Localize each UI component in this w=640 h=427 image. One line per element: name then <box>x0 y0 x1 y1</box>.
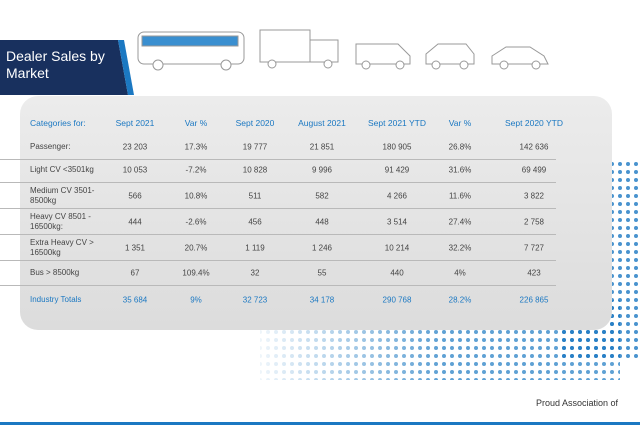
row-cell: 1 119 <box>245 243 265 253</box>
row-cell: 9 996 <box>311 165 333 175</box>
row-separator <box>0 234 556 235</box>
row-cell: 180 905 <box>382 142 412 152</box>
column-header-cell: Var % <box>448 118 472 128</box>
row-separator <box>0 182 556 183</box>
totals-cell: 9% <box>190 295 202 305</box>
column-header-label: Categories for: <box>30 118 86 128</box>
row-separator <box>0 285 556 286</box>
row-cell: 10 828 <box>242 165 268 175</box>
row-separator <box>0 208 556 209</box>
row-cell: -2.6% <box>185 217 207 227</box>
row-cell: 32.2% <box>448 243 472 253</box>
row-cell: 67 <box>130 268 140 278</box>
row-cell: 10 053 <box>122 165 148 175</box>
row-cell: 566 <box>128 191 142 201</box>
row-cell: -7.2% <box>185 165 207 175</box>
row-label: Passenger: <box>30 142 71 151</box>
row-cell: 142 636 <box>519 142 549 152</box>
row-cell: 23 203 <box>122 142 148 152</box>
column-header-cell: Sept 2021 YTD <box>368 118 426 128</box>
row-label: Extra Heavy CV > 16500kg <box>30 238 94 257</box>
row-cell: 582 <box>315 191 329 201</box>
row-cell: 26.8% <box>448 142 472 152</box>
row-cell: 444 <box>128 217 142 227</box>
row-cell: 11.6% <box>448 191 472 201</box>
row-cell: 4 266 <box>386 191 408 201</box>
totals-cell: 226 865 <box>519 295 549 305</box>
column-header-cell: Sept 2020 YTD <box>505 118 563 128</box>
row-cell: 1 246 <box>311 243 333 253</box>
row-cell: 10 214 <box>384 243 410 253</box>
row-cell: 7 727 <box>523 243 545 253</box>
totals-cell: 34 178 <box>309 295 335 305</box>
row-cell: 31.6% <box>448 165 472 175</box>
row-label: Bus > 8500kg <box>30 268 80 277</box>
row-separator <box>0 159 556 160</box>
row-label: Medium CV 3501-8500kg <box>30 186 95 205</box>
row-cell: 109.4% <box>182 268 210 278</box>
row-cell: 448 <box>315 217 329 227</box>
row-cell: 20.7% <box>184 243 208 253</box>
column-header-cell: Var % <box>184 118 208 128</box>
row-cell: 511 <box>248 191 262 201</box>
column-header-cell: Sept 2020 <box>235 118 275 128</box>
row-cell: 91 429 <box>384 165 410 175</box>
row-cell: 3 514 <box>386 217 408 227</box>
row-cell: 423 <box>527 268 541 278</box>
row-cell: 69 499 <box>521 165 547 175</box>
row-cell: 2 758 <box>523 217 545 227</box>
row-cell: 55 <box>317 268 327 278</box>
row-label: Light CV <3501kg <box>30 165 94 174</box>
row-cell: 17.3% <box>184 142 208 152</box>
column-header-cell: August 2021 <box>298 118 346 128</box>
totals-cell: 35 684 <box>122 295 148 305</box>
row-cell: 456 <box>248 217 262 227</box>
row-cell: 1 351 <box>124 243 146 253</box>
footer-text: Proud Association of <box>535 398 618 408</box>
row-cell: 32 <box>250 268 260 278</box>
row-label: Heavy CV 8501 - 16500kg: <box>30 212 91 231</box>
title: Dealer Sales by Market <box>6 48 105 81</box>
row-cell: 10.8% <box>184 191 208 201</box>
row-cell: 19 777 <box>242 142 268 152</box>
row-cell: 4% <box>454 268 466 278</box>
row-separator <box>0 260 556 261</box>
totals-cell: 290 768 <box>382 295 412 305</box>
row-cell: 27.4% <box>448 217 472 227</box>
column-header-cell: Sept 2021 <box>115 118 155 128</box>
totals-cell: 28.2% <box>448 295 472 305</box>
row-cell: 3 822 <box>523 191 545 201</box>
totals-label: Industry Totals <box>30 295 82 304</box>
row-cell: 440 <box>390 268 404 278</box>
row-cell: 21 851 <box>309 142 335 152</box>
table-panel <box>20 96 612 330</box>
totals-cell: 32 723 <box>242 295 268 305</box>
